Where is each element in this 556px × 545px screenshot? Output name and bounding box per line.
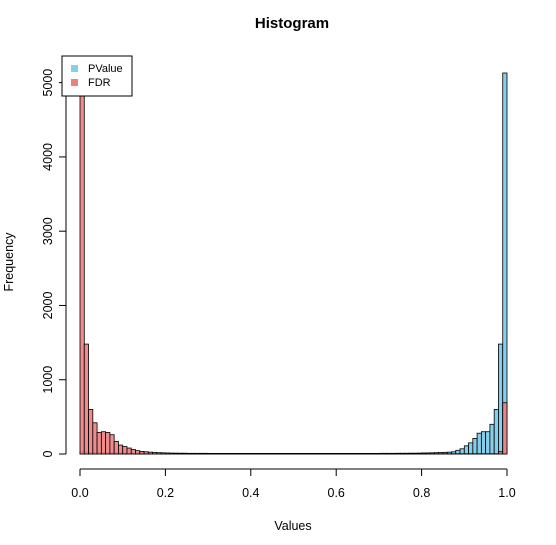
legend-swatch-fdr: [71, 79, 78, 86]
fdr-bar: [118, 444, 124, 455]
x-tick-label: 0.8: [413, 486, 430, 500]
y-tick-label: 1000: [41, 366, 55, 394]
chart-title: Histogram: [255, 15, 329, 32]
pvalue-bar: [468, 442, 474, 455]
fdr-bar: [160, 452, 166, 455]
fdr-bar: [498, 451, 504, 455]
pvalue-bar: [480, 431, 487, 455]
x-tick-label: 0.4: [242, 486, 259, 500]
pvalue-bars: [79, 72, 508, 455]
fdr-bar: [105, 432, 111, 455]
x-axis-label: Values: [274, 519, 311, 533]
x-axis: 0.0 0.2 0.4 0.6 0.8 1.0: [71, 468, 516, 500]
fdr-bar: [502, 402, 508, 455]
fdr-bar: [169, 452, 175, 455]
legend-label-fdr: FDR: [88, 77, 111, 89]
pvalue-bar: [459, 448, 465, 455]
pvalue-bar: [476, 432, 482, 455]
fdr-bar: [143, 451, 149, 455]
y-tick-label: 4000: [41, 143, 55, 171]
fdr-bar: [147, 451, 153, 455]
x-tick-label: 0.0: [71, 486, 88, 500]
fdr-bar: [130, 449, 136, 455]
legend: PValue FDR: [61, 55, 133, 97]
y-tick-label: 2000: [41, 292, 55, 320]
fdr-bar: [139, 451, 145, 455]
fdr-bar: [100, 431, 107, 455]
fdr-bar: [152, 452, 158, 455]
legend-box: [61, 55, 133, 97]
pvalue-bar: [463, 445, 469, 455]
pvalue-bar: [472, 438, 478, 455]
pvalue-bar: [502, 72, 508, 455]
fdr-bar: [173, 452, 179, 455]
pvalue-bar: [489, 423, 495, 455]
fdr-bar: [83, 343, 89, 455]
fdr-bar: [182, 452, 188, 455]
fdr-bar: [177, 452, 183, 455]
fdr-bar: [190, 453, 196, 455]
legend-swatch-pvalue: [71, 65, 78, 72]
fdr-bar: [92, 422, 98, 455]
legend-label-pvalue: PValue: [88, 63, 123, 75]
fdr-bar: [88, 409, 94, 455]
fdr-bar: [96, 432, 102, 455]
y-tick-label: 3000: [41, 217, 55, 245]
fdr-bar: [113, 440, 119, 455]
x-tick-label: 0.2: [157, 486, 174, 500]
pvalue-bar: [485, 431, 491, 455]
fdr-bar: [186, 453, 192, 455]
fdr-bar: [126, 447, 132, 455]
fdr-bar: [109, 434, 115, 455]
y-tick-label: 5000: [41, 69, 55, 97]
fdr-bars: [79, 92, 508, 455]
fdr-bar: [156, 452, 162, 455]
fdr-bar: [164, 452, 171, 455]
fdr-bar: [122, 446, 128, 455]
pvalue-bar: [498, 343, 504, 455]
y-tick-label: 0: [41, 450, 55, 457]
fdr-bar: [79, 92, 85, 455]
pvalue-bar: [493, 409, 499, 455]
x-tick-label: 1.0: [498, 486, 515, 500]
fdr-bar: [135, 450, 141, 455]
x-tick-label: 0.6: [328, 486, 345, 500]
y-axis-label: Frequency: [2, 232, 16, 292]
y-axis: 0 1000 2000 3000 4000 5000: [41, 69, 67, 457]
